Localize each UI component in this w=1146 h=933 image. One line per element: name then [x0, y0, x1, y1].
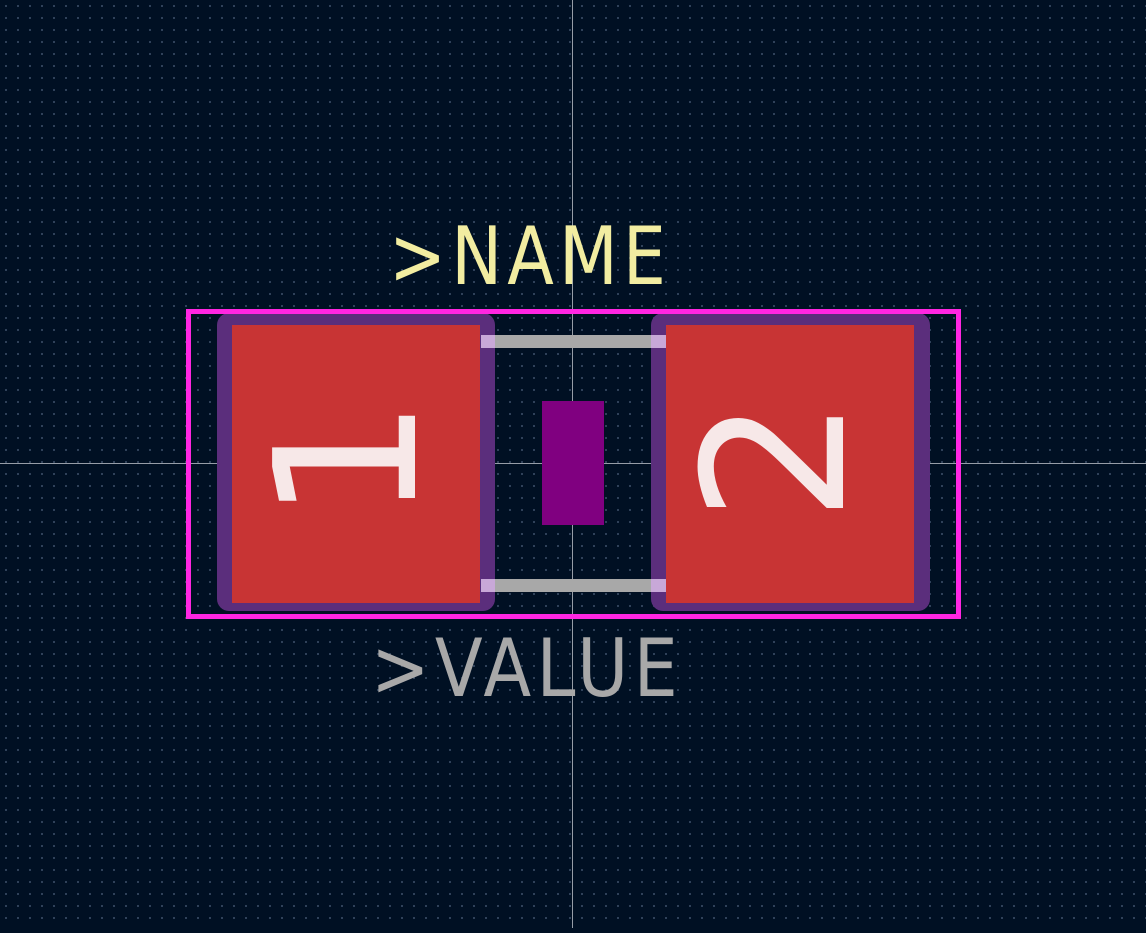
name-label[interactable]: >NAME — [389, 210, 671, 303]
pad-1[interactable]: 1 — [217, 313, 495, 611]
pad-2[interactable]: 2 — [651, 313, 930, 611]
silkscreen-bottom-line — [495, 579, 651, 592]
silkscreen-top-line — [495, 335, 651, 348]
fab-body-marker — [542, 401, 604, 525]
pad-2-copper — [666, 325, 914, 603]
pad-1-number: 1 — [234, 398, 462, 523]
silkscreen-outline — [481, 335, 666, 592]
pad-2-number: 2 — [662, 398, 890, 523]
courtyard-outline[interactable] — [186, 309, 961, 619]
value-label[interactable]: >VALUE — [371, 622, 683, 715]
pad-1-copper — [232, 325, 480, 603]
